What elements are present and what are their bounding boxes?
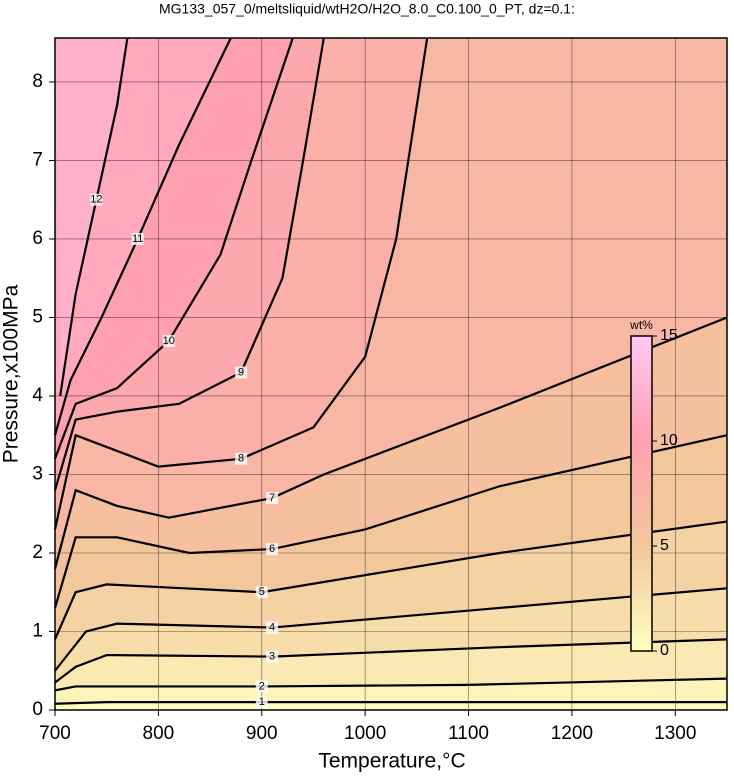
contour-label: 2 (259, 680, 265, 692)
y-axis-label: Pressure,x100MPa (0, 284, 23, 463)
x-tick-label: 800 (143, 723, 175, 744)
colorbar-label: wt% (629, 318, 653, 332)
contour-line (53, 37, 232, 436)
contour-label: 5 (259, 586, 265, 598)
x-tick-label: 1100 (448, 723, 489, 744)
y-tick-label: 1 (32, 621, 43, 642)
contour-label: 4 (269, 621, 275, 633)
contour-label-bg (266, 543, 279, 556)
contour-label-bg (266, 621, 279, 634)
y-tick-label: 2 (32, 542, 43, 563)
contour-label: 8 (238, 453, 244, 465)
contour-label: 12 (90, 194, 102, 206)
contour-line (54, 638, 728, 684)
colorbar-tick-label: 0 (660, 642, 669, 659)
y-tick-label: 8 (32, 71, 43, 92)
contour-label-bg (266, 492, 279, 505)
colorbar-tick-label: 10 (660, 432, 678, 449)
contour-label: 1 (259, 696, 265, 708)
contour-label: 7 (269, 492, 275, 504)
contour-label-bg (235, 366, 248, 379)
colorbar-tick-label: 5 (660, 537, 669, 554)
contour-line (54, 587, 728, 672)
contour-label-bg (266, 650, 279, 663)
plot-frame (54, 37, 728, 711)
contour-label: 9 (238, 366, 244, 378)
x-tick-label: 1000 (344, 723, 386, 744)
contour-label-bg (255, 586, 268, 599)
y-tick-label: 3 (32, 464, 43, 485)
contour-label-bg (90, 193, 103, 206)
y-tick-label: 4 (32, 385, 43, 406)
contour-line (53, 434, 728, 609)
contour-label-bg (255, 696, 268, 709)
x-axis-label: Temperature,°C (318, 750, 465, 773)
contour-line (54, 677, 728, 692)
x-tick-label: 1200 (551, 723, 593, 744)
x-tick-label: 700 (39, 723, 71, 744)
contour-label: 6 (269, 543, 275, 555)
chart-title: MG133_057_0/meltsliquid/wtH2O/H2O_8.0_C0… (159, 1, 575, 17)
contour-label-bg (255, 680, 268, 693)
y-tick-label: 7 (32, 149, 43, 170)
contour-line (53, 37, 325, 491)
contour-line (54, 701, 727, 705)
y-tick-label: 5 (32, 306, 43, 327)
y-tick-label: 0 (32, 699, 43, 720)
colorbar (630, 335, 653, 652)
x-tick-label: 1300 (654, 723, 696, 744)
contour-label-bg (131, 232, 144, 245)
colorbar-tick-label: 15 (660, 327, 678, 344)
contour-label-bg (162, 335, 175, 348)
contour-label: 11 (132, 233, 143, 245)
x-tick-label: 900 (246, 723, 278, 744)
contour-label: 3 (269, 651, 275, 663)
y-tick-label: 6 (32, 228, 43, 249)
contour-label-bg (235, 452, 248, 465)
contour-line (53, 520, 728, 640)
contour-label: 10 (163, 335, 175, 347)
contour-line (53, 316, 728, 569)
